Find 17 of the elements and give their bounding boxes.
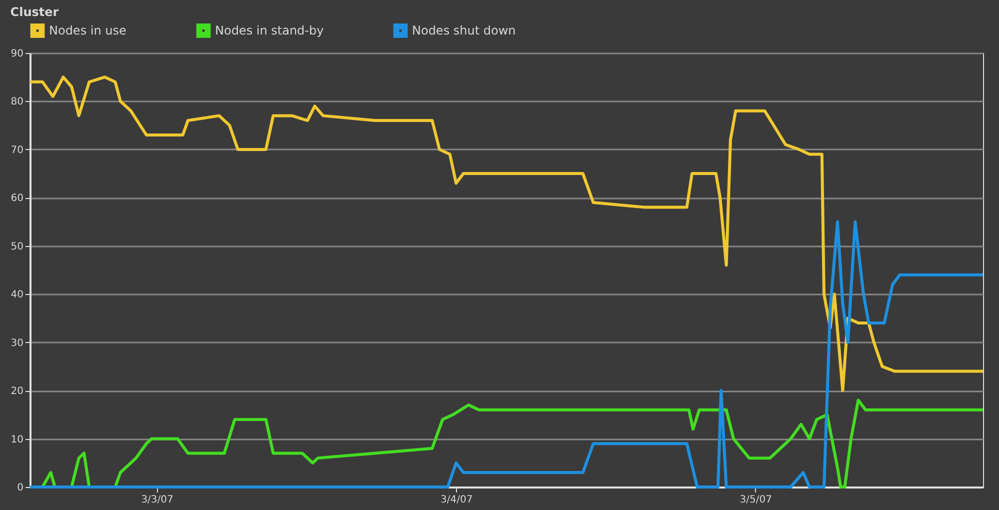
- y-tick-label: 0: [17, 482, 24, 494]
- y-tick-label: 80: [10, 96, 24, 108]
- x-tick-label: 3/5/07: [740, 494, 772, 506]
- y-tick-label: 30: [10, 338, 24, 349]
- x-tick-label: 3/4/07: [440, 494, 473, 506]
- legend-label: Nodes in stand-by: [215, 24, 324, 38]
- y-tick-label: 40: [10, 290, 24, 301]
- y-tick-label: 10: [10, 434, 24, 446]
- legend-label: Nodes in use: [49, 24, 126, 38]
- y-tick-label: 20: [10, 386, 24, 398]
- chart-title: Cluster: [10, 5, 59, 19]
- y-tick-label: 50: [10, 241, 24, 252]
- y-tick-label: 70: [10, 144, 24, 156]
- legend-label: Nodes shut down: [412, 24, 516, 38]
- y-tick-label: 90: [10, 48, 24, 60]
- y-tick-label: 60: [10, 193, 24, 204]
- x-tick-label: 3/3/07: [141, 494, 174, 506]
